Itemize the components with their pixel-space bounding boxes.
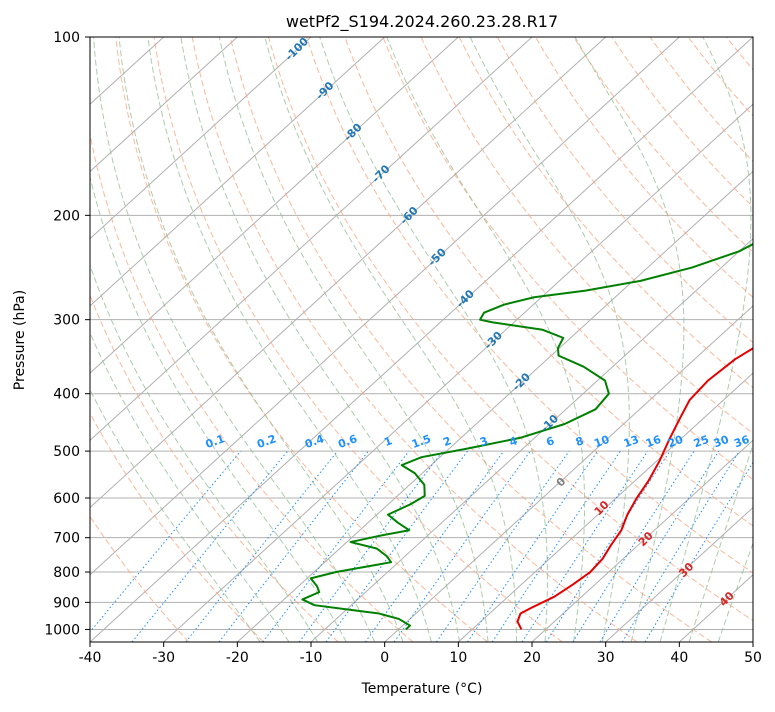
x-tick-label: -10: [300, 650, 323, 666]
x-tick-label: 50: [744, 650, 762, 666]
x-tick-label: 40: [670, 650, 688, 666]
y-tick-label: 100: [53, 30, 80, 46]
y-tick-label: 500: [53, 444, 80, 460]
y-tick-label: 300: [53, 313, 80, 329]
y-tick-label: 700: [53, 531, 80, 547]
x-axis-label: Temperature (°C): [361, 681, 483, 697]
x-tick-label: 0: [380, 650, 389, 666]
y-tick-label: 900: [53, 595, 80, 611]
y-tick-label: 1000: [44, 622, 80, 638]
chart-title: wetPf2_S194.2024.260.23.28.R17: [286, 12, 558, 32]
x-tick-label: 10: [449, 650, 467, 666]
y-tick-label: 200: [53, 208, 80, 224]
x-tick-label: -30: [152, 650, 175, 666]
y-tick-label: 400: [53, 387, 80, 403]
y-tick-label: 600: [53, 491, 80, 507]
x-tick-label: 30: [597, 650, 615, 666]
x-tick-label: 20: [523, 650, 541, 666]
y-axis-label: Pressure (hPa): [12, 290, 28, 390]
x-tick-label: -20: [226, 650, 249, 666]
x-tick-label: -40: [79, 650, 102, 666]
y-tick-label: 800: [53, 565, 80, 581]
